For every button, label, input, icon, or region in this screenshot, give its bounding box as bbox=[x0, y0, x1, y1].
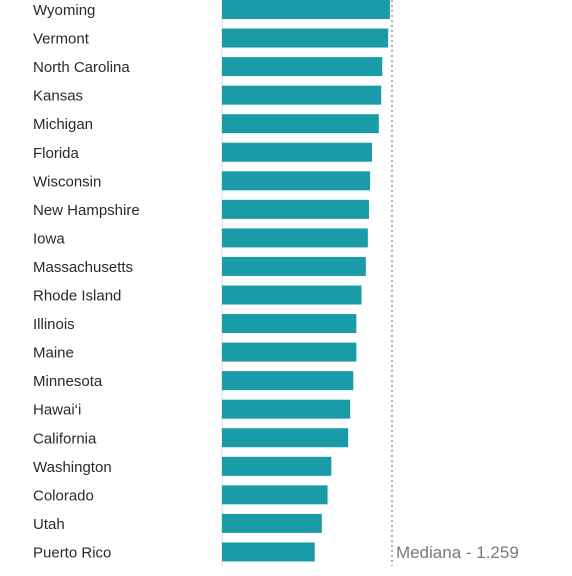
bar-10 bbox=[222, 285, 362, 305]
category-label-4: Michigan bbox=[33, 116, 93, 133]
category-label-13: Minnesota bbox=[33, 373, 103, 390]
bar-13 bbox=[222, 371, 354, 391]
bar-4 bbox=[222, 114, 379, 134]
bar-11 bbox=[222, 314, 357, 334]
category-label-5: Florida bbox=[33, 145, 80, 162]
category-label-19: Puerto Rico bbox=[33, 544, 111, 561]
category-labels-group: Wyoming Vermont North Carolina Kansas Michig… bbox=[33, 2, 140, 561]
bar-18 bbox=[222, 513, 322, 533]
category-label-18: Utah bbox=[33, 516, 65, 533]
bar-12 bbox=[222, 342, 357, 362]
bar-19 bbox=[222, 542, 315, 562]
bar-3 bbox=[222, 85, 382, 105]
bars-group bbox=[222, 0, 390, 562]
bar-8 bbox=[222, 228, 368, 248]
bar-1 bbox=[222, 28, 389, 48]
bar-0 bbox=[222, 0, 390, 19]
category-label-17: Colorado bbox=[33, 487, 94, 504]
category-label-9: Massachusetts bbox=[33, 259, 133, 276]
category-label-16: Washington bbox=[33, 459, 112, 476]
bar-16 bbox=[222, 456, 332, 476]
bar-6 bbox=[222, 171, 371, 191]
bar-5 bbox=[222, 142, 372, 162]
bar-7 bbox=[222, 199, 370, 219]
category-label-12: Maine bbox=[33, 345, 74, 362]
category-label-8: Iowa bbox=[33, 230, 65, 247]
bar-14 bbox=[222, 399, 351, 419]
median-label: Mediana - 1.259 bbox=[396, 543, 519, 562]
bar-9 bbox=[222, 256, 366, 276]
category-label-7: New Hampshire bbox=[33, 202, 140, 219]
category-label-6: Wisconsin bbox=[33, 173, 101, 190]
bar-17 bbox=[222, 485, 328, 505]
category-label-11: Illinois bbox=[33, 316, 75, 333]
category-label-10: Rhode Island bbox=[33, 288, 121, 305]
category-label-3: Kansas bbox=[33, 88, 83, 105]
bar-2 bbox=[222, 57, 383, 77]
category-label-1: Vermont bbox=[33, 31, 90, 48]
category-label-14: Hawai‘i bbox=[33, 402, 81, 419]
category-label-2: North Carolina bbox=[33, 59, 130, 76]
category-label-15: California bbox=[33, 430, 97, 447]
bar-15 bbox=[222, 428, 349, 448]
category-label-0: Wyoming bbox=[33, 2, 95, 19]
